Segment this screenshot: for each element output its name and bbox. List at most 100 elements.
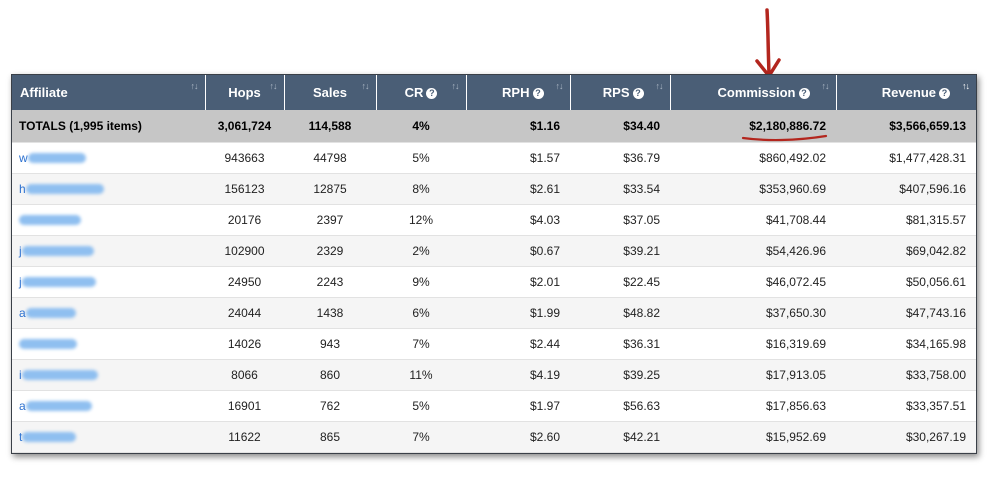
cell-rps: $36.79 xyxy=(570,142,670,174)
cell-revenue: $69,042.82 xyxy=(836,235,976,267)
column-header-label: CR xyxy=(404,85,424,100)
cell-hops: 156123 xyxy=(205,173,284,205)
table-row: 20176 2397 12% $4.03 $37.05 $41,708.44 $81,315… xyxy=(12,204,976,236)
column-header-label: Revenue xyxy=(881,85,936,100)
cell-rps: $36.31 xyxy=(570,328,670,360)
column-header-commission[interactable]: Commission? ↑↓ xyxy=(670,75,837,110)
cell-commission: $54,426.96 xyxy=(670,235,836,267)
help-icon[interactable]: ? xyxy=(632,88,644,99)
cell-rps: $37.05 xyxy=(570,204,670,236)
cell-commission: $17,856.63 xyxy=(670,390,836,422)
annotation-arrow-icon xyxy=(755,8,781,78)
cell-rph: $1.97 xyxy=(466,390,570,422)
table-row: w 943663 44798 5% $1.57 $36.79 $860,492.02 $1,4… xyxy=(12,142,976,174)
cell-commission: $17,913.05 xyxy=(670,359,836,391)
affiliate-link[interactable]: t xyxy=(12,421,205,453)
sort-icon[interactable]: ↑↓ xyxy=(451,81,460,91)
cell-rps: $22.45 xyxy=(570,266,670,298)
affiliate-link[interactable]: j xyxy=(12,235,205,267)
table-row: a 24044 1438 6% $1.99 $48.82 $37,650.30 $47,743… xyxy=(12,297,976,329)
table-row: h 156123 12875 8% $2.61 $33.54 $353,960.69 $407… xyxy=(12,173,976,205)
column-header-label: Sales xyxy=(313,85,347,100)
cell-commission: $37,650.30 xyxy=(670,297,836,329)
affiliate-stats-table-frame: Affiliate ↑↓ Hops ↑↓ Sales ↑↓ CR? ↑↓ RPH… xyxy=(11,74,977,454)
affiliate-link[interactable]: a xyxy=(12,297,205,329)
cell-hops: 8066 xyxy=(205,359,284,391)
cell-cr: 5% xyxy=(376,142,466,174)
cell-rph: $2.60 xyxy=(466,421,570,453)
redacted-affiliate-name xyxy=(21,370,98,381)
cell-rph: $2.01 xyxy=(466,266,570,298)
cell-rps: $39.25 xyxy=(570,359,670,391)
affiliate-link[interactable]: h xyxy=(12,173,205,205)
cell-cr: 6% xyxy=(376,297,466,329)
affiliate-initial[interactable]: h xyxy=(19,181,26,196)
affiliate-link[interactable]: a xyxy=(12,390,205,422)
redacted-affiliate-name xyxy=(22,432,77,443)
affiliate-initial[interactable]: i xyxy=(19,367,22,382)
redacted-affiliate-name xyxy=(19,215,81,226)
cell-hops: 943663 xyxy=(205,142,284,174)
cell-commission: $15,952.69 xyxy=(670,421,836,453)
column-header-rph[interactable]: RPH? ↑↓ xyxy=(466,75,571,110)
cell-hops: 11622 xyxy=(205,421,284,453)
column-header-hops[interactable]: Hops ↑↓ xyxy=(205,75,285,110)
cell-rps: $48.82 xyxy=(570,297,670,329)
cell-sales: 2329 xyxy=(284,235,376,267)
column-header-label: Commission xyxy=(717,85,796,100)
table-row: i 8066 860 11% $4.19 $39.25 $17,913.05 $33,758.… xyxy=(12,359,976,391)
affiliate-link[interactable]: w xyxy=(12,142,205,174)
column-header-sales[interactable]: Sales ↑↓ xyxy=(284,75,377,110)
affiliate-link[interactable] xyxy=(12,204,205,236)
help-icon[interactable]: ? xyxy=(798,88,810,99)
sort-icon[interactable]: ↑↓ xyxy=(821,81,830,91)
sort-icon[interactable]: ↑↓ xyxy=(655,81,664,91)
totals-revenue: $3,566,659.13 xyxy=(836,110,976,143)
cell-sales: 860 xyxy=(284,359,376,391)
column-header-label: RPH xyxy=(502,85,530,100)
cell-hops: 24950 xyxy=(205,266,284,298)
cell-rph: $2.44 xyxy=(466,328,570,360)
sort-icon[interactable]: ↑↓ xyxy=(361,81,370,91)
redacted-affiliate-name xyxy=(21,277,96,288)
column-header-revenue[interactable]: Revenue? ↑↓ xyxy=(836,75,976,110)
help-icon[interactable]: ? xyxy=(532,88,544,99)
affiliate-link[interactable] xyxy=(12,328,205,360)
redacted-affiliate-name xyxy=(25,401,92,412)
affiliate-initial[interactable]: t xyxy=(19,429,23,444)
column-header-rps[interactable]: RPS? ↑↓ xyxy=(570,75,671,110)
help-icon[interactable]: ? xyxy=(939,88,950,99)
cell-cr: 9% xyxy=(376,266,466,298)
cell-hops: 14026 xyxy=(205,328,284,360)
table-header-row: Affiliate ↑↓ Hops ↑↓ Sales ↑↓ CR? ↑↓ RPH… xyxy=(12,75,976,110)
sort-icon[interactable]: ↑↓ xyxy=(555,81,564,91)
help-icon[interactable]: ? xyxy=(426,88,438,99)
cell-sales: 943 xyxy=(284,328,376,360)
affiliate-initial[interactable]: w xyxy=(19,150,28,165)
annotation-underline xyxy=(741,134,828,142)
totals-label: TOTALS (1,995 items) xyxy=(12,110,205,143)
sort-desc-icon[interactable]: ↑↓ xyxy=(962,81,970,91)
cell-revenue: $407,596.16 xyxy=(836,173,976,205)
affiliate-link[interactable]: i xyxy=(12,359,205,391)
affiliate-initial[interactable]: j xyxy=(19,243,22,258)
affiliate-initial[interactable]: j xyxy=(19,274,22,289)
table-row: a 16901 762 5% $1.97 $56.63 $17,856.63 $33,357.… xyxy=(12,390,976,422)
cell-rps: $33.54 xyxy=(570,173,670,205)
cell-sales: 1438 xyxy=(284,297,376,329)
cell-rph: $0.67 xyxy=(466,235,570,267)
affiliate-initial[interactable]: a xyxy=(19,305,26,320)
cell-revenue: $81,315.57 xyxy=(836,204,976,236)
sort-icon[interactable]: ↑↓ xyxy=(269,81,278,91)
cell-commission: $41,708.44 xyxy=(670,204,836,236)
totals-commission: $2,180,886.72 xyxy=(670,110,836,143)
affiliate-initial[interactable]: a xyxy=(19,398,26,413)
column-header-cr[interactable]: CR? ↑↓ xyxy=(376,75,467,110)
cell-rps: $56.63 xyxy=(570,390,670,422)
affiliate-link[interactable]: j xyxy=(12,266,205,298)
cell-cr: 12% xyxy=(376,204,466,236)
table-row: j 24950 2243 9% $2.01 $22.45 $46,072.45 $50,056… xyxy=(12,266,976,298)
column-header-affiliate[interactable]: Affiliate ↑↓ xyxy=(12,75,206,110)
sort-icon[interactable]: ↑↓ xyxy=(190,81,199,91)
cell-hops: 20176 xyxy=(205,204,284,236)
